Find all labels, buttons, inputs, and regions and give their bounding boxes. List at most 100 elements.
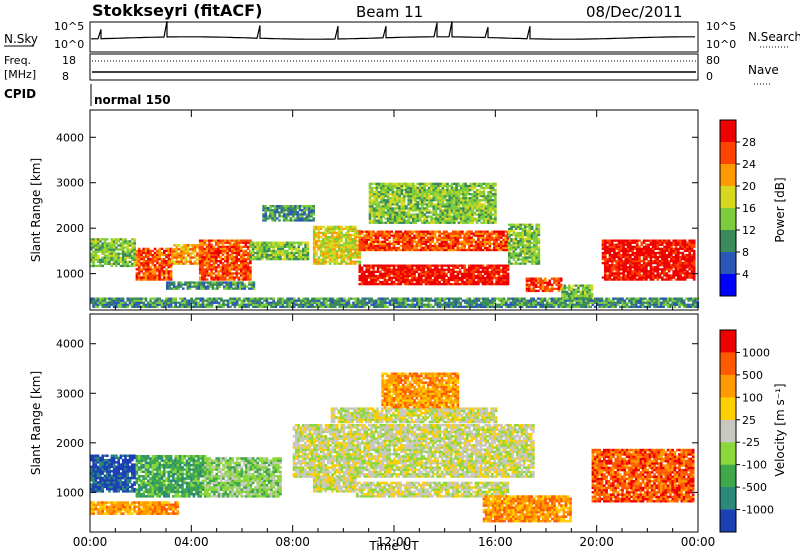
power-cell: [213, 283, 217, 286]
power-cell: [462, 197, 465, 200]
power-cell: [389, 182, 392, 185]
power-cell: [421, 201, 424, 204]
power-cell: [466, 190, 470, 194]
power-cell: [482, 188, 486, 192]
power-cell: [224, 270, 227, 273]
power-cell: [319, 244, 323, 247]
nsky-tick-top: 10^5: [54, 20, 84, 33]
power-cell: [654, 274, 657, 277]
power-cell: [99, 244, 102, 247]
power-cell: [521, 240, 525, 243]
power-cell: [468, 274, 471, 278]
power-cell: [264, 213, 268, 216]
power-cell: [415, 242, 419, 245]
power-cell: [658, 239, 662, 242]
power-cell: [438, 248, 441, 252]
power-cell: [137, 270, 141, 273]
power-cell: [389, 199, 392, 202]
nsky-trace: [91, 20, 695, 40]
power-cell: [302, 253, 305, 257]
power-cell: [455, 217, 458, 220]
power-cell: [264, 211, 268, 214]
power-cell: [335, 246, 339, 249]
power-cell: [464, 199, 467, 202]
power-cell: [615, 266, 618, 269]
power-cell: [395, 278, 398, 282]
power-cell: [310, 219, 313, 222]
power-cell: [407, 201, 410, 204]
power-cell: [411, 230, 414, 233]
power-cell: [392, 268, 396, 271]
power-cell: [484, 221, 488, 224]
power-cell: [528, 235, 532, 239]
power-cell: [358, 276, 362, 280]
power-cell: [438, 272, 441, 275]
power-cell: [414, 215, 417, 218]
power-cell: [380, 193, 383, 196]
power-cell: [203, 268, 207, 271]
power-cell: [452, 283, 455, 286]
power-cell: [349, 260, 352, 263]
power-cell: [126, 262, 130, 265]
power-cell: [672, 274, 675, 277]
power-cell: [417, 238, 421, 241]
power-cell: [417, 264, 421, 267]
power-cell: [405, 211, 408, 214]
power-cell: [532, 279, 536, 282]
power-cell: [397, 268, 400, 271]
power-cell: [180, 250, 183, 253]
power-cell: [166, 281, 169, 284]
power-cell: [468, 244, 471, 248]
power-cell: [315, 227, 318, 230]
power-cell: [402, 219, 406, 222]
power-cell: [392, 242, 396, 245]
power-cell: [426, 248, 430, 252]
power-cell: [241, 283, 244, 286]
power-cell: [478, 190, 481, 194]
power-cell: [386, 209, 390, 212]
power-cell: [469, 186, 472, 190]
power-cell: [360, 272, 364, 275]
power-cell: [358, 283, 362, 286]
power-cell: [557, 279, 561, 282]
power-cell: [470, 266, 473, 269]
power-cell: [224, 278, 227, 281]
power-cell: [626, 258, 630, 261]
power-cell: [512, 256, 516, 259]
power-cell: [526, 258, 529, 261]
power-cell: [298, 217, 302, 220]
power-cell: [399, 280, 403, 284]
power-cell: [610, 247, 614, 250]
power-cell: [265, 253, 269, 257]
power-cell: [367, 230, 371, 233]
power-cell: [497, 248, 501, 252]
power-cell: [613, 255, 616, 259]
power-cell: [417, 278, 421, 282]
power-cell: [493, 266, 496, 269]
power-cell: [474, 280, 478, 284]
power-cell: [482, 209, 486, 212]
power-cell: [399, 232, 403, 235]
power-cell: [464, 209, 467, 212]
power-cell: [624, 260, 628, 263]
power-cell: [368, 201, 372, 204]
power-cell: [508, 246, 511, 249]
power-cell: [423, 184, 426, 188]
power-cell: [455, 190, 458, 194]
power-cell: [443, 195, 447, 198]
power-cell: [588, 284, 592, 287]
power-cell: [514, 242, 518, 245]
power-cell: [242, 239, 245, 242]
power-cell: [508, 254, 511, 257]
power-cell: [383, 283, 387, 286]
power-cell: [535, 235, 538, 239]
power-cell: [232, 283, 235, 286]
power-cell: [167, 255, 171, 259]
power-cell: [312, 231, 316, 235]
power-cell: [568, 286, 571, 289]
power-cell: [217, 251, 220, 255]
power-cell: [631, 262, 634, 265]
power-cell: [296, 205, 300, 208]
power-cell: [497, 266, 501, 269]
power-cell: [537, 260, 541, 263]
